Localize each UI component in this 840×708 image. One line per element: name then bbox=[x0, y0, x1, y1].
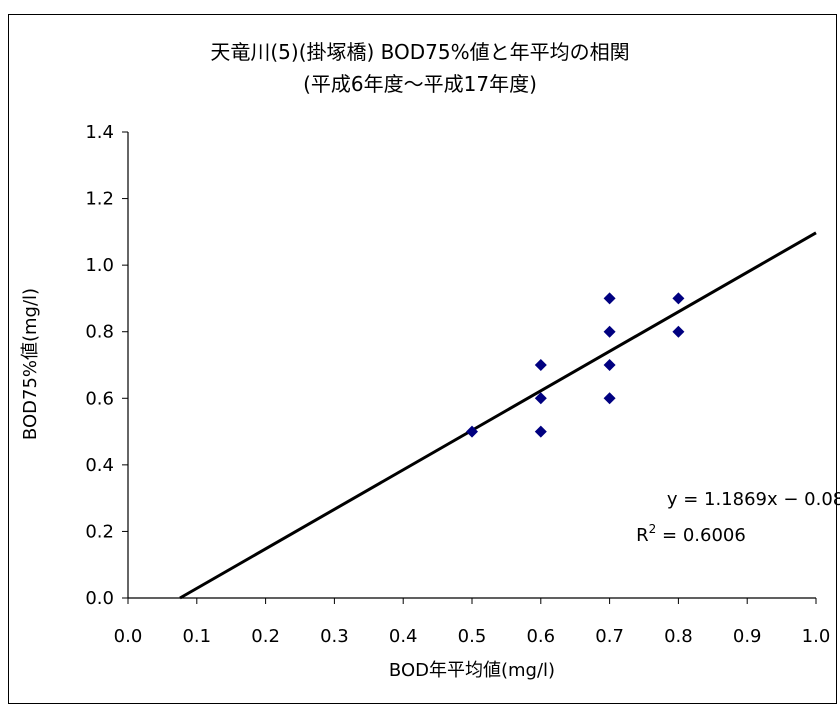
x-tick-label: 0.0 bbox=[114, 626, 143, 647]
x-tick-label: 0.9 bbox=[733, 626, 762, 647]
chart-title: 天竜川(5)(掛塚橋) BOD75%値と年平均の相関 bbox=[210, 40, 630, 64]
data-point-diamond bbox=[672, 325, 685, 338]
data-points bbox=[466, 292, 685, 438]
r-squared-symbol: R bbox=[636, 525, 649, 546]
x-tick-label: 0.1 bbox=[182, 626, 211, 647]
x-tick-label: 0.3 bbox=[320, 626, 349, 647]
x-tick-label: 0.2 bbox=[251, 626, 280, 647]
y-axis-label: BOD75%値(mg/l) bbox=[20, 288, 41, 440]
y-tick-label: 0.0 bbox=[85, 588, 114, 609]
data-point-diamond bbox=[534, 392, 547, 405]
y-tick-label: 0.2 bbox=[85, 521, 114, 542]
data-point-diamond bbox=[534, 425, 547, 438]
y-tick-label: 0.8 bbox=[85, 322, 114, 343]
x-tick-label: 0.4 bbox=[389, 626, 418, 647]
data-point-diamond bbox=[672, 292, 685, 305]
r-squared-superscript: 2 bbox=[649, 522, 657, 536]
x-tick-label: 1.0 bbox=[802, 626, 831, 647]
x-tick-label: 0.7 bbox=[595, 626, 624, 647]
tick-labels: 0.0 0.2 0.4 0.6 0.8 1.0 1.2 1.4 0.0 0.1 0.2 0.3 0.4 0… bbox=[85, 122, 830, 647]
y-tick-label: 1.2 bbox=[85, 189, 114, 210]
data-point-diamond bbox=[534, 359, 547, 371]
trendline-layer bbox=[179, 231, 817, 600]
trendline bbox=[179, 231, 817, 600]
data-point-diamond bbox=[603, 359, 616, 371]
data-point-diamond bbox=[466, 425, 478, 438]
chart-subtitle: (平成6年度～平成17年度) bbox=[303, 72, 537, 96]
axes bbox=[122, 131, 817, 604]
x-tick-label: 0.8 bbox=[664, 626, 693, 647]
r-squared-label: R2 = 0.6006 bbox=[636, 522, 746, 546]
y-tick-label: 0.6 bbox=[85, 388, 114, 409]
y-tick-label: 0.4 bbox=[85, 455, 114, 476]
y-tick-label: 1.4 bbox=[85, 122, 114, 143]
data-point-diamond bbox=[603, 292, 616, 305]
chart-frame bbox=[8, 14, 837, 704]
x-tick-label: 0.5 bbox=[458, 626, 487, 647]
r-squared-value: = 0.6006 bbox=[656, 525, 746, 546]
y-tick-label: 1.0 bbox=[85, 255, 114, 276]
x-tick-label: 0.6 bbox=[526, 626, 555, 647]
x-axis-label: BOD年平均値(mg/l) bbox=[389, 660, 555, 681]
trendline-equation: y = 1.1869x − 0.0897 bbox=[667, 489, 840, 510]
data-point-diamond bbox=[603, 325, 616, 338]
data-point-diamond bbox=[603, 392, 616, 405]
